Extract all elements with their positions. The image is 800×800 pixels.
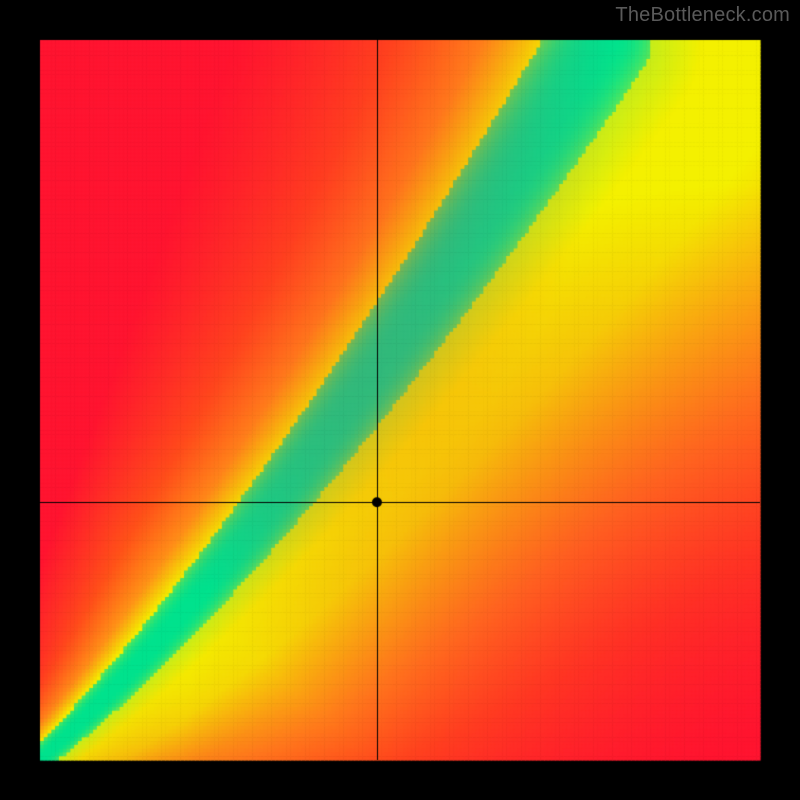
bottleneck-heatmap bbox=[0, 0, 800, 800]
watermark-text: TheBottleneck.com bbox=[615, 4, 790, 27]
